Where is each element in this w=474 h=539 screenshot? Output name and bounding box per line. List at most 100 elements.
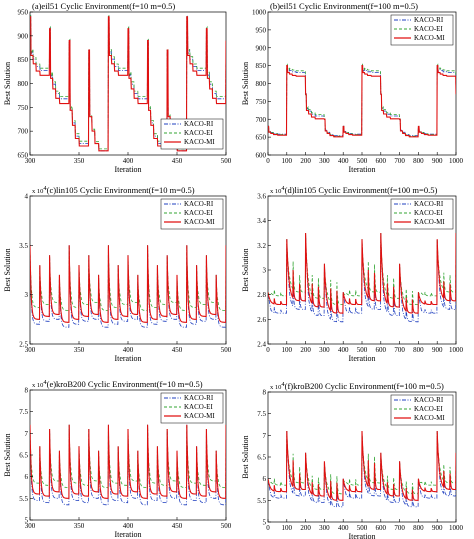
x-axis-label: Iteration <box>114 530 141 539</box>
x-tick-label: 600 <box>376 524 387 532</box>
x-tick-label: 300 <box>25 157 36 165</box>
legend-box <box>160 198 224 230</box>
legend-entry: KACO-MI <box>414 414 445 422</box>
x-tick-label: 400 <box>123 346 134 354</box>
x-tick-label: 350 <box>74 522 85 530</box>
x-axis-label: Iteration <box>114 354 141 363</box>
series-line-kaco-mi <box>30 424 226 499</box>
y-tick-label: 950 <box>18 9 29 17</box>
x-tick-label: 900 <box>432 346 443 354</box>
series-group <box>30 424 226 506</box>
y-tick-label: 7 <box>263 432 267 440</box>
series-line-kaco-mi <box>30 245 226 323</box>
x-tick-label: 400 <box>338 346 349 354</box>
y-tick-label: 3 <box>25 291 29 299</box>
x-tick-label: 1000 <box>449 346 464 354</box>
x-tick-label: 200 <box>300 524 311 532</box>
series-line-kaco-ei <box>30 15 226 150</box>
legend-entry: KACO-MI <box>414 218 445 226</box>
x-tick-label: 800 <box>413 524 424 532</box>
x-tick-label: 600 <box>376 157 387 165</box>
y-axis-label: Best Solution <box>3 62 12 105</box>
y-tick-label: 750 <box>18 104 29 112</box>
x-tick-label: 800 <box>413 157 424 165</box>
y-tick-label: 650 <box>256 134 267 142</box>
chart-title: x 104(f)kroB200 Cyclic Environment(f=100… <box>270 381 444 391</box>
y-tick-label: 3.5 <box>19 242 28 250</box>
y-tick-label: 700 <box>18 128 29 136</box>
chart-title: (a)eil51 Cyclic Environment(f=10 m=0.5) <box>32 1 175 11</box>
y-tick-label: 850 <box>18 56 29 64</box>
y-tick-label: 5 <box>263 519 267 527</box>
legend-entry: KACO-RI <box>184 120 214 128</box>
x-axis-label: Iteration <box>348 532 375 539</box>
series-group <box>268 430 456 508</box>
legend-box <box>160 392 224 424</box>
x-tick-label: 300 <box>319 524 330 532</box>
x-tick-label: 0 <box>266 524 270 532</box>
x-tick-label: 700 <box>394 346 405 354</box>
y-tick-label: 3.2 <box>257 242 266 250</box>
x-tick-label: 500 <box>221 522 232 530</box>
y-tick-label: 6.5 <box>19 452 28 460</box>
x-tick-label: 400 <box>338 524 349 532</box>
series-group <box>268 232 456 323</box>
x-tick-label: 500 <box>357 524 368 532</box>
series-group <box>268 63 456 138</box>
y-tick-label: 2.5 <box>19 341 28 349</box>
x-tick-label: 800 <box>413 346 424 354</box>
chart-title: x 104(d)lin105 Cyclic Environment(f=100 … <box>270 185 437 195</box>
legend-entry: KACO-RI <box>414 396 444 404</box>
chart-panel-2: 0 100 200 300 400 500 600 700 800 900 1000 600 650 70… <box>241 1 464 174</box>
legend-box <box>160 118 224 150</box>
x-tick-label: 600 <box>376 346 387 354</box>
x-tick-label: 500 <box>357 157 368 165</box>
x-tick-label: 0 <box>266 346 270 354</box>
y-tick-label: 8 <box>25 387 29 395</box>
x-tick-label: 1000 <box>449 157 464 165</box>
x-tick-label: 400 <box>123 522 134 530</box>
series-line-kaco-mi <box>268 65 456 138</box>
y-tick-label: 7.5 <box>257 410 266 418</box>
y-tick-label: 4 <box>25 193 29 201</box>
legend-box <box>390 14 454 46</box>
y-tick-label: 6 <box>263 475 267 483</box>
y-tick-label: 800 <box>256 80 267 88</box>
y-tick-label: 1000 <box>252 9 267 17</box>
legend-entry: KACO-MI <box>184 412 215 420</box>
x-tick-label: 400 <box>123 157 134 165</box>
x-tick-label: 300 <box>25 346 36 354</box>
y-tick-label: 650 <box>18 152 29 160</box>
y-tick-label: 3.6 <box>257 193 266 201</box>
y-tick-label: 900 <box>18 32 29 40</box>
x-tick-label: 350 <box>74 346 85 354</box>
y-tick-label: 7 <box>25 430 29 438</box>
x-tick-label: 300 <box>319 157 330 165</box>
chart-title: x 104(c)lin105 Cyclic Environment(f=10 m… <box>32 185 195 195</box>
series-line-kaco-ei <box>30 424 226 488</box>
y-tick-label: 5 <box>25 517 29 525</box>
y-tick-label: 600 <box>256 152 267 160</box>
x-tick-label: 100 <box>282 524 293 532</box>
y-tick-label: 850 <box>256 62 267 70</box>
legend-entry: KACO-EI <box>184 209 213 217</box>
x-axis-label: Iteration <box>348 165 375 174</box>
y-tick-label: 8 <box>263 389 267 397</box>
series-line-kaco-mi <box>268 430 456 501</box>
x-tick-label: 300 <box>25 522 36 530</box>
x-tick-label: 700 <box>394 524 405 532</box>
x-axis-label: Iteration <box>348 354 375 363</box>
series-group <box>30 14 226 152</box>
y-tick-label: 6 <box>25 473 29 481</box>
legend-entry: KACO-EI <box>184 403 213 411</box>
x-tick-label: 100 <box>282 157 293 165</box>
y-axis-label: Best Solution <box>241 62 250 105</box>
y-tick-label: 3.4 <box>257 217 266 225</box>
series-group <box>30 245 226 328</box>
legend-entry: KACO-MI <box>414 34 445 42</box>
y-tick-label: 2.8 <box>257 291 266 299</box>
